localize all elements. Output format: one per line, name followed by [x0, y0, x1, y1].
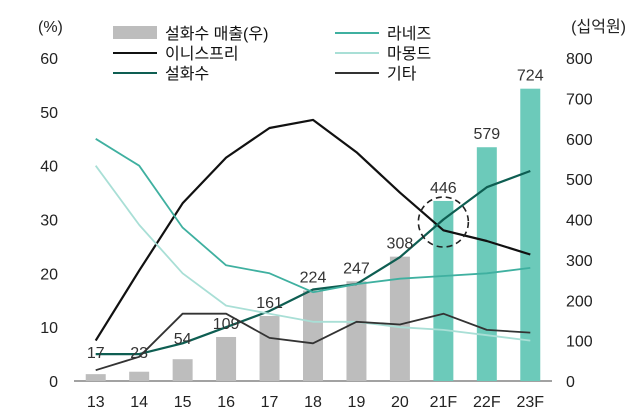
right-axis-unit: (십억원): [571, 18, 626, 36]
bar-value-label: 579: [473, 126, 500, 143]
legend-swatch-bar: [113, 26, 157, 39]
x-tick-label: 14: [130, 394, 148, 411]
right-tick-label: 200: [566, 293, 593, 310]
right-tick-label: 700: [566, 91, 593, 108]
x-tick-label: 15: [174, 394, 192, 411]
bar: [476, 147, 497, 381]
left-tick-label: 20: [40, 266, 58, 283]
series-line: [95, 138, 531, 294]
x-tick-label: 22F: [473, 394, 501, 411]
x-tick-label: 16: [217, 394, 235, 411]
left-axis-unit: (%): [38, 19, 63, 36]
x-tick-label: 13: [87, 394, 105, 411]
lines-group: [94, 118, 531, 372]
bar: [172, 359, 193, 381]
dashed-circle-annotation: [417, 196, 470, 248]
bars-group: [85, 88, 541, 381]
right-tick-label: 300: [566, 253, 593, 270]
bar-value-label: 17: [87, 345, 105, 362]
data-labels-group: 17 23 54 109 161 224 247 308 446 579 724: [87, 68, 544, 362]
left-tick-label: 0: [49, 374, 58, 391]
bar-value-label: 724: [517, 68, 544, 85]
right-tick-label: 400: [566, 213, 593, 230]
bar-value-label: 247: [343, 260, 370, 277]
legend-label: 라네즈: [387, 25, 431, 43]
x-tick-label: 21F: [430, 394, 458, 411]
left-tick-label: 10: [40, 320, 58, 337]
annotation-group: [417, 196, 470, 248]
series-line: [95, 169, 531, 356]
left-tick-label: 30: [40, 213, 58, 230]
bar: [216, 336, 237, 381]
x-tick-label: 19: [348, 394, 366, 411]
x-tick-label: 20: [391, 394, 409, 411]
left-tick-label: 60: [40, 51, 58, 68]
bar: [129, 371, 150, 381]
series-line: [94, 165, 531, 342]
series-line: [95, 312, 531, 372]
right-tick-label: 0: [566, 374, 575, 391]
series-line: [94, 118, 531, 342]
x-tick-label: 18: [304, 394, 322, 411]
bar: [85, 374, 106, 381]
bar-value-label: 224: [300, 270, 327, 287]
bar-value-label: 54: [174, 331, 192, 348]
legend-label: 설화수 매출(우): [165, 25, 268, 43]
bar: [303, 290, 323, 381]
bar: [346, 281, 367, 381]
axes-group: 01020304050600100200300400500600700800(%…: [38, 18, 626, 411]
bar-value-label: 161: [256, 295, 283, 312]
right-tick-label: 100: [566, 334, 593, 351]
bar: [259, 315, 280, 381]
legend-label: 설화수: [165, 65, 209, 83]
bar-value-label: 446: [430, 180, 457, 197]
bar-value-label: 23: [130, 345, 148, 362]
bar: [389, 256, 410, 381]
right-tick-label: 500: [566, 172, 593, 189]
right-tick-label: 800: [566, 51, 593, 68]
bar: [520, 88, 541, 381]
bar: [433, 200, 454, 381]
legend-label: 이니스프리: [165, 45, 239, 63]
x-tick-label: 17: [261, 394, 279, 411]
x-tick-label: 23F: [516, 394, 544, 411]
bar-value-label: 308: [387, 236, 414, 253]
left-tick-label: 40: [40, 159, 58, 176]
legend-label: 마몽드: [387, 45, 431, 63]
right-tick-label: 600: [566, 132, 593, 149]
left-tick-label: 50: [40, 105, 58, 122]
legend-label: 기타: [387, 65, 417, 83]
bar-value-label: 109: [213, 316, 240, 333]
